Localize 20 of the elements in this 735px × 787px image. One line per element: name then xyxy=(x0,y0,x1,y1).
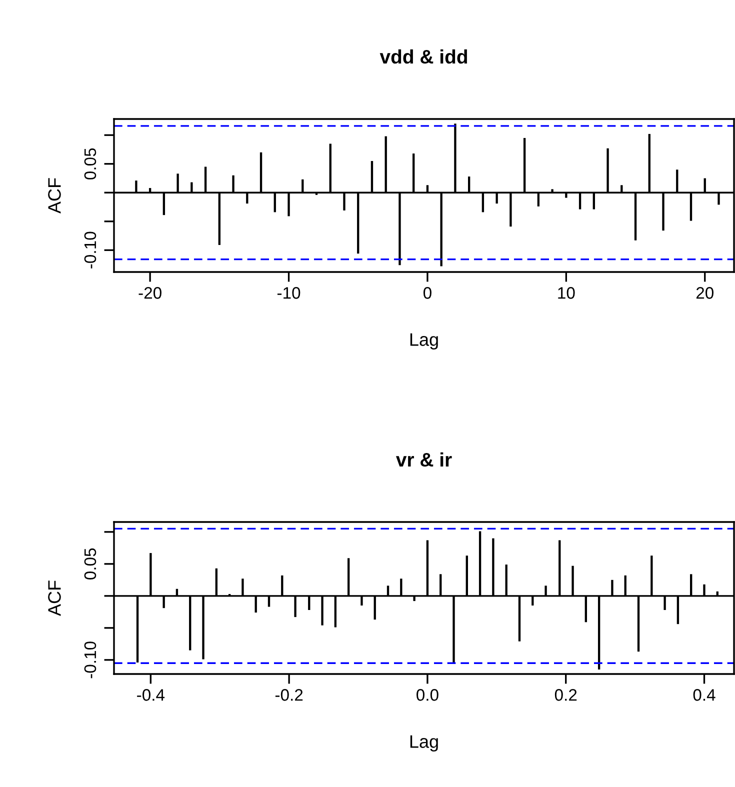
x-axis-title: Lag xyxy=(410,735,438,752)
y-axis-title: ACF xyxy=(48,580,61,616)
x-tick-label: 0.4 xyxy=(693,689,716,701)
x-tick-label: 0.0 xyxy=(416,689,438,701)
x-tick-label: -10 xyxy=(277,287,300,299)
y-tick-label: -0.10 xyxy=(84,642,96,678)
x-tick-label: 20 xyxy=(696,287,714,299)
x-tick-label: -0.2 xyxy=(275,689,303,701)
chart-title: vdd & idd xyxy=(380,49,468,64)
y-tick-label: 0.05 xyxy=(84,548,96,580)
y-tick-label: 0.05 xyxy=(84,148,96,180)
y-axis-title: ACF xyxy=(48,178,61,214)
x-tick-label: 0 xyxy=(423,287,432,299)
x-tick-label: 0.2 xyxy=(554,689,577,701)
x-tick-label: -20 xyxy=(138,287,162,299)
x-tick-label: -0.4 xyxy=(137,689,165,701)
x-axis-title: Lag xyxy=(410,333,438,350)
chart-title: vr & ir xyxy=(396,452,452,467)
x-tick-label: 10 xyxy=(558,287,575,299)
y-tick-label: -0.10 xyxy=(84,232,96,268)
